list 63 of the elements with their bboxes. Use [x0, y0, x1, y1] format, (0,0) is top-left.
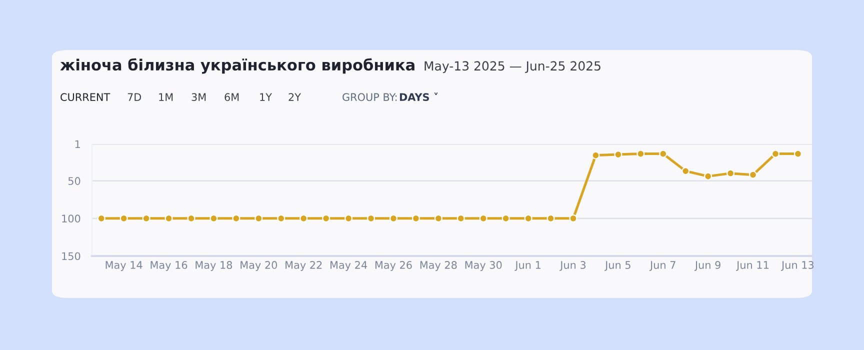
point	[569, 214, 578, 222]
text: CURRENT	[60, 93, 110, 102]
point	[389, 214, 398, 222]
point	[187, 214, 196, 222]
point	[636, 150, 645, 158]
text: 2Y	[288, 93, 302, 101]
text: 1M	[159, 93, 173, 101]
point	[704, 172, 712, 180]
point	[120, 214, 128, 222]
x-tick-label: May 20	[240, 261, 278, 271]
text: 3M	[192, 93, 206, 102]
point	[322, 214, 330, 222]
y-tick-label: 1	[75, 140, 80, 148]
y-tick-label: 100	[62, 214, 80, 223]
point	[592, 151, 600, 160]
text: DAYS ˅	[400, 92, 438, 102]
point	[659, 150, 668, 158]
point	[164, 214, 173, 222]
point	[366, 214, 376, 222]
point	[502, 214, 510, 222]
point	[344, 214, 353, 222]
y-tick-label: 150	[62, 252, 80, 260]
x-tick-label: May 24	[330, 261, 368, 271]
x-tick-label: Jun 13	[780, 261, 814, 271]
point	[771, 150, 780, 158]
chart-title: жіноча білизна українського виробника	[60, 58, 414, 74]
x-tick-label: Jun 1	[514, 261, 540, 271]
x-tick-label: May 16	[150, 261, 188, 271]
x-tick-label: May 18	[196, 261, 232, 271]
point	[682, 167, 690, 176]
point	[479, 214, 488, 222]
x-tick-label: Jun 3	[560, 261, 586, 271]
text: 1Y	[260, 93, 272, 101]
chart-subtitle: May-13 2025 — Jun-25 2025	[424, 61, 600, 74]
x-tick-label: Jun 7	[649, 261, 676, 271]
point	[456, 214, 465, 222]
point	[434, 214, 442, 222]
point	[748, 170, 758, 179]
text: 6M	[224, 93, 239, 102]
x-tick-label: May 22	[286, 261, 322, 271]
point	[254, 214, 263, 222]
point	[412, 214, 420, 222]
point	[614, 150, 622, 159]
x-tick-label: Jun 11	[736, 261, 768, 271]
text: 7D	[128, 93, 142, 101]
point	[726, 169, 735, 178]
x-tick-label: Jun 5	[604, 261, 630, 271]
y-tick-label: 50	[68, 177, 80, 185]
point	[277, 214, 286, 222]
x-tick-label: Jun 9	[694, 261, 720, 271]
text: GROUP BY:	[342, 93, 397, 102]
x-tick-label: May 28	[420, 261, 457, 271]
x-tick-label: May 30	[465, 261, 502, 271]
point	[97, 214, 106, 222]
point	[524, 214, 532, 222]
point	[794, 150, 802, 158]
point	[142, 214, 150, 222]
point	[210, 214, 218, 222]
point	[300, 214, 308, 222]
x-tick-label: May 14	[106, 261, 142, 271]
point	[546, 214, 555, 222]
x-tick-label: May 26	[375, 261, 412, 271]
point	[232, 214, 240, 222]
